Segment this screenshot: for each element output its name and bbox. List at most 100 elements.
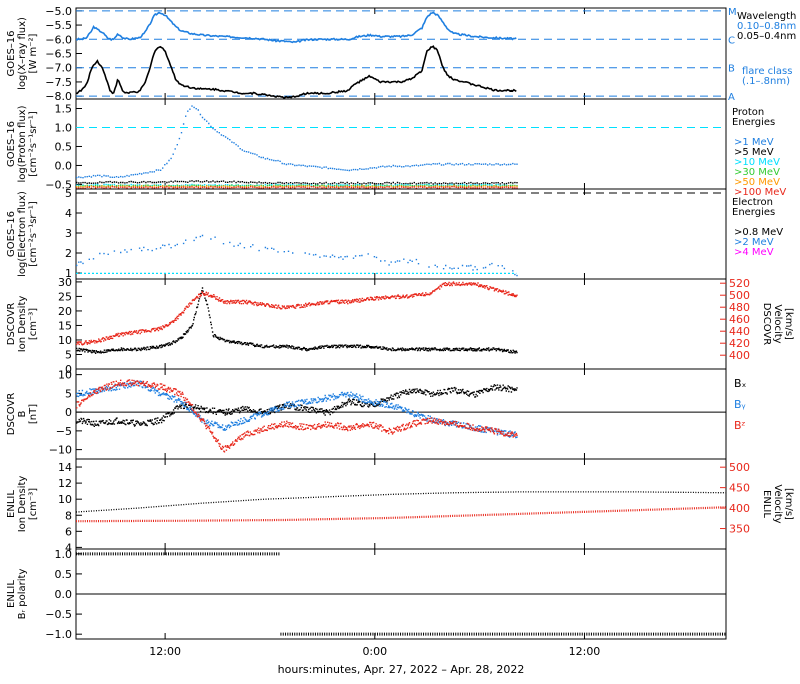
- y-tick-label-enlil_plasma: 10: [58, 493, 72, 506]
- legend-entry-proton: >50 MeV: [734, 177, 780, 188]
- y-tick-label-dscovr_plasma: 25: [58, 290, 72, 303]
- y-tick-label-electron: 1: [65, 267, 72, 280]
- y-tick-label-xray: −8.0: [45, 90, 72, 103]
- y-axis-label-dscovr_plasma: Ion Density: [17, 296, 28, 353]
- y-tick-label-dscovr_mag: 0: [65, 406, 72, 419]
- y-tick-label-enlil_plasma: 4: [65, 541, 72, 554]
- y-tick-label-xray: −7.0: [45, 62, 72, 75]
- panel-frame-dscovr_plasma: [75, 278, 727, 370]
- y-right-axis-label-enlil_plasma: ENLIL: [761, 490, 772, 518]
- legend-title-electron: Energies: [732, 207, 775, 218]
- x-axis-label: hours:minutes, Apr. 27, 2022 – Apr. 28, …: [278, 663, 525, 676]
- y-right-tick-label-enlil_plasma: 500: [729, 461, 750, 474]
- legend-entry-proton: >30 MeV: [734, 167, 780, 178]
- panel-frame-enlil_plasma: [75, 458, 727, 550]
- y-right-tick-label-dscovr_plasma: 400: [729, 349, 750, 362]
- y-tick-label-electron: 2: [65, 247, 72, 260]
- y-tick-label-electron: 3: [65, 227, 72, 240]
- y-tick-label-enlil_polarity: 0.0: [55, 588, 73, 601]
- y-tick-label-proton: 0.0: [55, 159, 73, 172]
- legend-entry-electron: >0.8 MeV: [734, 227, 783, 238]
- panel-frame-electron: [75, 188, 727, 280]
- legend-entry-mag: Bₓ: [734, 377, 747, 390]
- legend-entry-mag: Bᵧ: [734, 398, 746, 411]
- series-dscovr_mag-2: [76, 379, 518, 453]
- y-tick-label-xray: −6.5: [45, 48, 72, 61]
- panel-frame-xray: [75, 7, 727, 100]
- series-proton-1: [76, 180, 518, 185]
- y-right-axis-label-enlil_plasma: [km/s]: [783, 488, 794, 520]
- y-axis-label-enlil_polarity: Bᵣ polarity: [17, 569, 28, 620]
- y-tick-label-dscovr_mag: 5: [65, 387, 72, 400]
- series-proton-3: [76, 184, 518, 188]
- y-tick-label-proton: 0.5: [55, 140, 73, 153]
- y-tick-label-dscovr_mag: −10: [49, 444, 72, 457]
- legend-entry-proton: >5 MeV: [734, 147, 774, 158]
- y-right-axis-label-dscovr_plasma: Velocity: [772, 304, 783, 343]
- y-right-tick-label-dscovr_plasma: 520: [729, 277, 750, 290]
- y-axis-label-electron: GOES–16: [6, 211, 17, 257]
- y-tick-label-electron: 4: [65, 207, 72, 220]
- y-axis-label-dscovr_plasma: DSCOVR: [6, 303, 17, 346]
- y-axis-label-xray: [W m⁻²]: [28, 33, 39, 73]
- y-right-tick-label-dscovr_plasma: 420: [729, 337, 750, 350]
- y-tick-label-proton: 1.5: [55, 102, 73, 115]
- y-axis-label-dscovr_mag: B: [17, 410, 28, 417]
- legend-entry-proton: >100 MeV: [734, 187, 786, 198]
- y-tick-label-dscovr_mag: 10: [58, 369, 72, 382]
- series-proton-5: [76, 186, 518, 189]
- y-tick-label-enlil_plasma: 12: [58, 477, 72, 490]
- y-tick-label-electron: 5: [65, 187, 72, 200]
- flare-level-label: M: [728, 7, 737, 18]
- y-tick-label-enlil_plasma: 8: [65, 509, 72, 522]
- y-axis-label-enlil_polarity: ENLIL: [6, 580, 17, 608]
- y-right-tick-label-enlil_plasma: 400: [729, 502, 750, 515]
- flare-level-label: A: [728, 92, 735, 103]
- series-electron-1: [76, 234, 518, 277]
- y-tick-label-proton: 1.0: [55, 121, 73, 134]
- y-tick-label-xray: −6.0: [45, 33, 72, 46]
- legend-series-black: 0.05–0.4nm: [737, 31, 796, 42]
- series-dscovr_plasma-0: [76, 287, 518, 354]
- legend-entry-mag: Bᶻ: [734, 419, 746, 432]
- legend-entry-electron: >2 MeV: [734, 237, 774, 248]
- legend-flare-class: flare class: [742, 66, 792, 77]
- y-axis-label-electron: [cm⁻²s⁻¹sr⁻¹]: [28, 201, 39, 267]
- y-tick-label-xray: −5.5: [45, 19, 72, 32]
- y-tick-label-enlil_plasma: 14: [58, 461, 72, 474]
- legend-entry-proton: >1 MeV: [734, 137, 774, 148]
- series-enlil-velocity: [76, 506, 727, 523]
- y-tick-label-enlil_polarity: −0.5: [45, 608, 72, 621]
- y-tick-label-xray: −7.5: [45, 76, 72, 89]
- flare-level-label: C: [728, 35, 735, 46]
- y-tick-label-xray: −5.0: [45, 5, 72, 18]
- y-axis-label-proton: [cm⁻²s⁻¹sr⁻¹]: [28, 111, 39, 177]
- legend-entry-electron: >4 MeV: [734, 247, 774, 258]
- x-tick-label: 12:00: [149, 645, 181, 658]
- y-right-axis-label-dscovr_plasma: DSCOVR: [761, 303, 772, 346]
- y-axis-label-proton: GOES–16: [6, 121, 17, 167]
- x-tick-label: 12:00: [569, 645, 601, 658]
- y-tick-label-proton: −0.5: [45, 178, 72, 191]
- y-tick-label-dscovr_mag: −5: [56, 425, 72, 438]
- y-axis-label-dscovr_mag: [nT]: [28, 404, 39, 424]
- y-tick-label-enlil_plasma: 6: [65, 525, 72, 538]
- y-right-tick-label-dscovr_plasma: 440: [729, 325, 750, 338]
- y-tick-label-enlil_polarity: 1.0: [55, 548, 73, 561]
- y-axis-label-xray: log(X–ray flux): [17, 17, 28, 90]
- y-axis-label-dscovr_plasma: [cm⁻³]: [28, 308, 39, 340]
- y-tick-label-dscovr_plasma: 10: [58, 334, 72, 347]
- y-right-tick-label-dscovr_plasma: 500: [729, 289, 750, 302]
- y-tick-label-dscovr_plasma: 20: [58, 305, 72, 318]
- y-axis-label-electron: log(Electron flux): [17, 191, 28, 277]
- series-dscovr_mag-0: [76, 384, 518, 427]
- y-right-axis-label-enlil_plasma: Velocity: [772, 484, 783, 523]
- y-tick-label-dscovr_plasma: 30: [58, 276, 72, 289]
- y-right-tick-label-dscovr_plasma: 480: [729, 301, 750, 314]
- legend-flare-range: (.1–.8nm): [742, 76, 790, 87]
- y-axis-label-xray: GOES–16: [6, 30, 17, 76]
- y-axis-label-enlil_plasma: [cm⁻³]: [28, 488, 39, 520]
- series-dscovr_plasma-1: [76, 281, 518, 346]
